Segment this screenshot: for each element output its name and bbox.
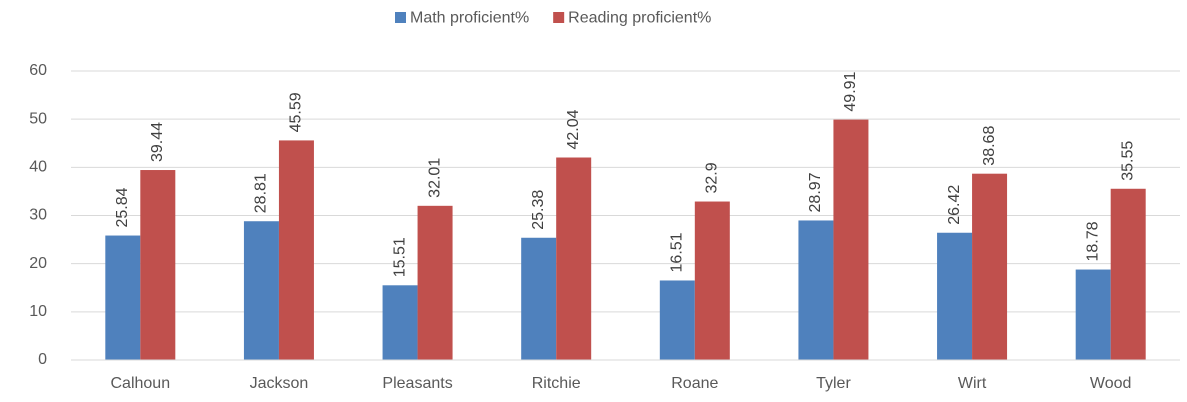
data-label: 32.01 — [426, 158, 443, 198]
data-label: 49.91 — [842, 71, 859, 111]
bar — [833, 119, 869, 361]
data-label: 18.78 — [1084, 221, 1101, 261]
bar — [521, 237, 557, 360]
y-tick-label: 30 — [29, 207, 47, 224]
x-tick-label: Ritchie — [532, 375, 581, 392]
bar — [1110, 188, 1146, 360]
x-tick-label: Roane — [671, 375, 718, 392]
data-label: 16.51 — [669, 232, 686, 272]
bar — [417, 205, 453, 360]
data-label: 28.81 — [253, 173, 270, 213]
data-label: 26.42 — [946, 185, 963, 225]
data-label: 28.97 — [807, 172, 824, 212]
data-label: 39.44 — [149, 122, 166, 162]
bar — [556, 157, 592, 360]
bar — [694, 201, 730, 360]
data-label: 15.51 — [391, 237, 408, 277]
legend-swatch — [553, 12, 565, 23]
data-label: 45.59 — [288, 92, 305, 132]
bar — [798, 220, 834, 360]
data-label: 25.38 — [530, 190, 547, 230]
x-tick-label: Pleasants — [382, 375, 452, 392]
data-label: 32.9 — [704, 162, 721, 193]
x-tick-label: Calhoun — [111, 375, 171, 392]
legend-label: Math proficient% — [410, 10, 529, 27]
bar — [382, 285, 418, 360]
data-label: 38.68 — [981, 126, 998, 166]
bar — [278, 140, 314, 360]
bar — [243, 221, 279, 360]
y-tick-label: 40 — [29, 159, 47, 176]
y-tick-label: 0 — [38, 351, 47, 368]
x-tick-label: Wirt — [958, 375, 987, 392]
x-tick-label: Tyler — [816, 375, 851, 392]
x-tick-label: Jackson — [250, 375, 309, 392]
bar — [1075, 269, 1111, 360]
data-label: 35.55 — [1119, 141, 1136, 181]
data-label: 42.04 — [565, 109, 582, 149]
y-tick-label: 60 — [29, 62, 47, 79]
bar — [659, 280, 695, 360]
data-label: 25.84 — [114, 187, 131, 227]
bar — [140, 170, 176, 360]
legend-label: Reading proficient% — [568, 10, 711, 27]
bar — [972, 173, 1008, 360]
bar — [937, 232, 973, 360]
y-tick-label: 10 — [29, 303, 47, 320]
x-tick-label: Wood — [1090, 375, 1132, 392]
y-tick-label: 20 — [29, 255, 47, 272]
y-tick-label: 50 — [29, 110, 47, 127]
bar — [105, 235, 141, 360]
legend-swatch — [395, 12, 406, 23]
